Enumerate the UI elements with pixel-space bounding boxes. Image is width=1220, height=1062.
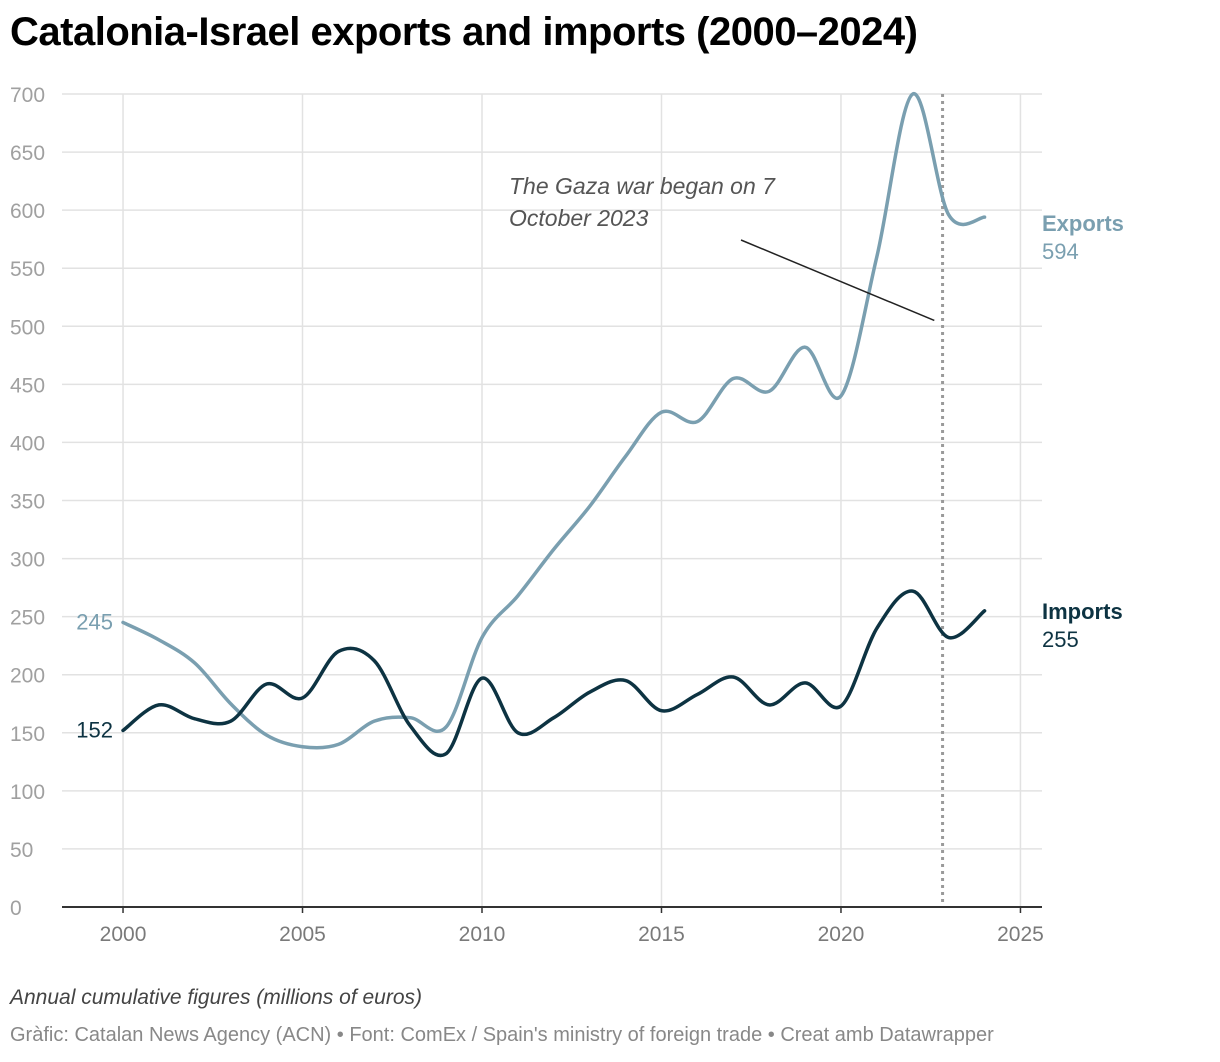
chart-title: Catalonia-Israel exports and imports (20… xyxy=(10,10,918,54)
y-tick-label: 350 xyxy=(10,491,45,514)
series-layer xyxy=(121,92,987,758)
exports-start-value: 245 xyxy=(76,609,113,634)
x-tick-label: 2020 xyxy=(818,923,865,946)
x-tick-label: 2025 xyxy=(997,923,1044,946)
y-tick-label: 100 xyxy=(10,781,45,804)
footer-note: Annual cumulative figures (millions of e… xyxy=(10,986,423,1009)
x-tick-label: 2005 xyxy=(279,923,326,946)
y-tick-label: 600 xyxy=(10,200,45,223)
annotation-connector xyxy=(740,239,935,322)
imports-line xyxy=(121,589,987,758)
x-tick-label: 2015 xyxy=(638,923,685,946)
y-tick-label: 650 xyxy=(10,142,45,165)
y-tick-label: 50 xyxy=(10,839,33,862)
y-tick-label: 500 xyxy=(10,316,45,339)
x-tick-label: 2000 xyxy=(100,923,147,946)
y-tick-label: 0 xyxy=(10,897,22,920)
y-tick-label: 400 xyxy=(10,432,45,455)
axis-layer: 0 50 100 150 200 250 300 350 400 450 500 550 600 650 7… xyxy=(10,84,1044,946)
label-layer: 245 152 Exports 594 Imports 255 xyxy=(76,211,1124,742)
annotation-text-line-2: October 2023 xyxy=(509,205,649,231)
y-tick-label: 150 xyxy=(10,723,45,746)
grid-layer xyxy=(62,93,1042,907)
exports-line xyxy=(121,92,987,750)
x-tick-label: 2010 xyxy=(459,923,506,946)
imports-start-value: 152 xyxy=(76,717,113,742)
y-tick-label: 550 xyxy=(10,258,45,281)
y-tick-label: 300 xyxy=(10,549,45,572)
exports-end-value: 594 xyxy=(1042,239,1079,264)
annotation-text-line-1: The Gaza war began on 7 xyxy=(509,173,776,199)
annotation-layer: The Gaza war began on 7 October 2023 xyxy=(509,173,935,322)
imports-end-value: 255 xyxy=(1042,627,1079,652)
y-tick-label: 250 xyxy=(10,607,45,630)
exports-series-label: Exports xyxy=(1042,211,1124,236)
imports-series-label: Imports xyxy=(1042,599,1123,624)
y-tick-label: 450 xyxy=(10,374,45,397)
y-tick-label: 700 xyxy=(10,84,45,107)
footer-source: Gràfic: Catalan News Agency (ACN) • Font… xyxy=(10,1024,994,1046)
y-tick-label: 200 xyxy=(10,665,45,688)
